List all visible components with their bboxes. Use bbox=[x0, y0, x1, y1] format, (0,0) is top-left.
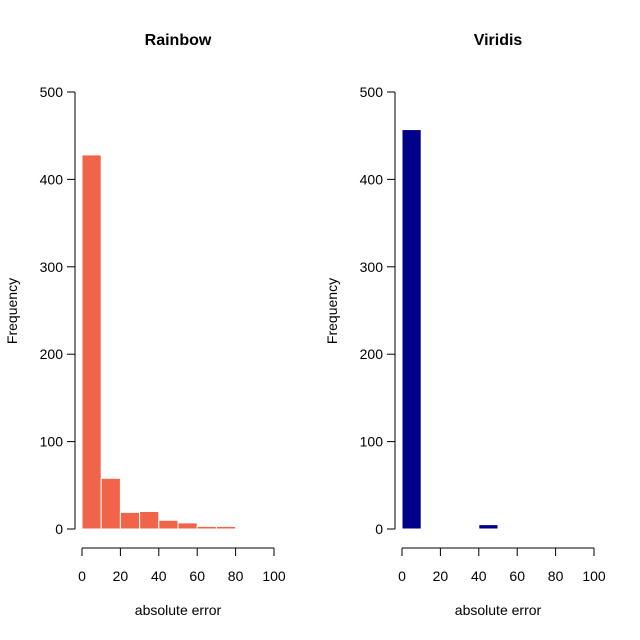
x-tick: 40 bbox=[471, 548, 487, 584]
histogram-bar bbox=[215, 525, 237, 530]
x-tick-label: 0 bbox=[398, 568, 406, 584]
y-tick-label: 200 bbox=[40, 346, 64, 362]
x-tick-label: 0 bbox=[78, 568, 86, 584]
x-tick: 20 bbox=[433, 548, 449, 584]
y-tick-label: 300 bbox=[40, 259, 64, 275]
y-axis-ticks: 0 100 200 300 400 500 bbox=[40, 84, 75, 537]
histogram-bar bbox=[177, 522, 198, 530]
x-tick: 100 bbox=[582, 548, 606, 584]
y-tick-label: 100 bbox=[40, 434, 64, 450]
x-tick-label: 60 bbox=[509, 568, 525, 584]
x-tick: 80 bbox=[548, 548, 564, 584]
y-tick-label: 300 bbox=[360, 259, 384, 275]
histogram-bars bbox=[81, 154, 237, 530]
x-tick: 60 bbox=[509, 548, 525, 584]
y-tick-label: 500 bbox=[40, 84, 64, 100]
histogram-bar bbox=[119, 511, 141, 530]
histogram-bar bbox=[478, 524, 499, 530]
viridis-histogram-panel: Viridis Frequency absolute error 0 100 2… bbox=[324, 32, 606, 618]
x-tick: 100 bbox=[262, 548, 286, 584]
x-tick: 80 bbox=[228, 548, 244, 584]
histogram-bar bbox=[139, 511, 160, 530]
y-tick: 100 bbox=[360, 434, 395, 450]
y-tick: 100 bbox=[40, 434, 75, 450]
x-tick-label: 40 bbox=[471, 568, 487, 584]
histogram-bar bbox=[459, 527, 480, 530]
y-tick-label: 0 bbox=[55, 521, 63, 537]
x-tick-label: 40 bbox=[151, 568, 167, 584]
y-axis-ticks: 0 100 200 300 400 500 bbox=[360, 84, 395, 537]
x-tick-label: 20 bbox=[113, 568, 129, 584]
chart-title: Viridis bbox=[474, 32, 523, 49]
histogram-bar bbox=[100, 477, 121, 530]
histogram-bar bbox=[81, 154, 102, 530]
x-tick: 40 bbox=[151, 548, 167, 584]
x-tick: 0 bbox=[398, 548, 406, 584]
x-tick-label: 60 bbox=[189, 568, 205, 584]
y-tick: 400 bbox=[360, 171, 395, 187]
y-tick-label: 0 bbox=[375, 521, 383, 537]
x-tick-label: 80 bbox=[548, 568, 564, 584]
y-tick-label: 200 bbox=[360, 346, 384, 362]
y-tick: 200 bbox=[40, 346, 75, 362]
histogram-bar bbox=[158, 519, 179, 530]
x-tick: 20 bbox=[113, 548, 129, 584]
y-axis-label: Frequency bbox=[4, 278, 20, 344]
y-tick: 500 bbox=[360, 84, 395, 100]
x-axis-ticks: 0 20 40 60 80 100 bbox=[78, 548, 286, 584]
x-tick-label: 20 bbox=[433, 568, 449, 584]
y-axis-label: Frequency bbox=[324, 278, 340, 344]
x-tick-label: 100 bbox=[262, 568, 286, 584]
rainbow-histogram-panel: Rainbow Frequency absolute error 0 100 2… bbox=[4, 32, 286, 618]
y-tick: 0 bbox=[375, 521, 395, 537]
x-tick-label: 80 bbox=[228, 568, 244, 584]
x-axis-ticks: 0 20 40 60 80 100 bbox=[398, 548, 606, 584]
y-tick: 0 bbox=[55, 521, 75, 537]
x-axis-label: absolute error bbox=[455, 602, 542, 618]
x-tick: 60 bbox=[189, 548, 205, 584]
histogram-bar bbox=[401, 129, 422, 530]
x-tick: 0 bbox=[78, 548, 86, 584]
histogram-bar bbox=[196, 525, 217, 530]
y-tick-label: 500 bbox=[360, 84, 384, 100]
y-tick-label: 400 bbox=[360, 171, 384, 187]
y-tick: 200 bbox=[360, 346, 395, 362]
y-tick: 300 bbox=[40, 259, 75, 275]
x-axis-label: absolute error bbox=[135, 602, 222, 618]
y-tick-label: 100 bbox=[360, 434, 384, 450]
x-tick-label: 100 bbox=[582, 568, 606, 584]
histogram-bars bbox=[401, 129, 499, 530]
y-tick: 400 bbox=[40, 171, 75, 187]
y-tick: 300 bbox=[360, 259, 395, 275]
y-tick-label: 400 bbox=[40, 171, 64, 187]
chart-title: Rainbow bbox=[145, 32, 212, 49]
y-tick: 500 bbox=[40, 84, 75, 100]
